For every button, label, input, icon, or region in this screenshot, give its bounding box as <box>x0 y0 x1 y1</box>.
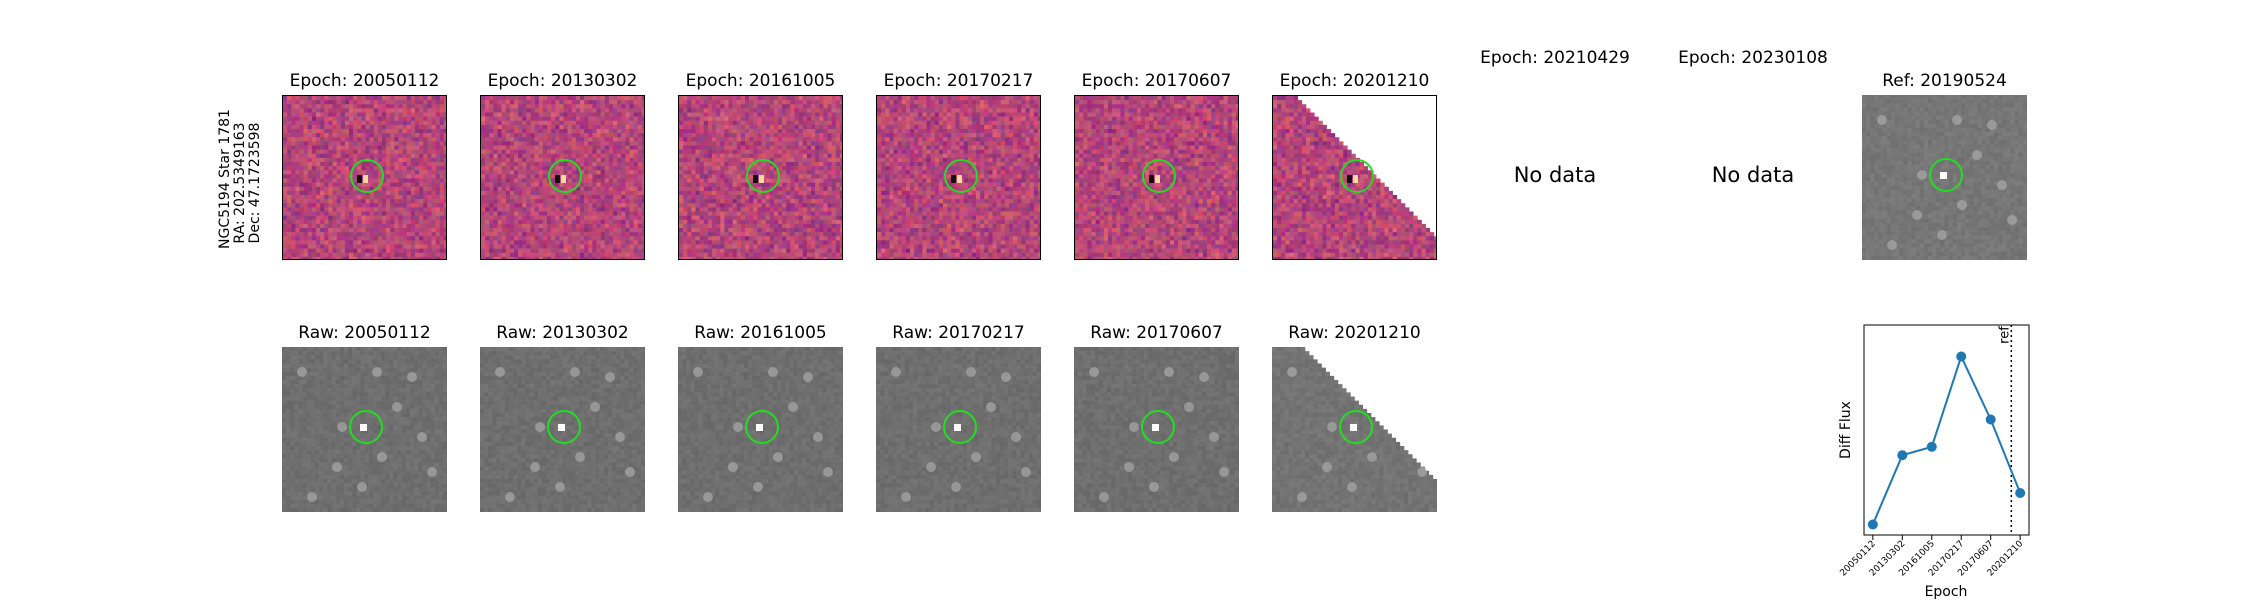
epoch-title-1: Epoch: 20130302 <box>480 71 645 91</box>
epoch-title-20210429: Epoch: 20210429 <box>1465 48 1645 68</box>
data-point-20170217 <box>1956 352 1966 362</box>
raw-image-4 <box>1074 347 1239 512</box>
data-point-20130302 <box>1897 450 1907 460</box>
difference-image-3 <box>876 95 1041 260</box>
diff-flux-series-line <box>1873 357 2020 525</box>
difference-image-5 <box>1272 95 1437 260</box>
epoch-title-20230108: Epoch: 20230108 <box>1663 48 1843 68</box>
epoch-title-5: Epoch: 20201210 <box>1272 71 1437 91</box>
difference-image-1 <box>480 95 645 260</box>
epoch-title-3: Epoch: 20170217 <box>876 71 1041 91</box>
raw-image-5 <box>1272 347 1437 512</box>
raw-title-1: Raw: 20130302 <box>480 323 645 343</box>
star-name: NGC5194 Star 1781 <box>218 117 233 249</box>
raw-image-0 <box>282 347 447 512</box>
raw-title-0: Raw: 20050112 <box>282 323 447 343</box>
no-data-label-20230108: No data <box>1663 163 1843 187</box>
data-point-20170607 <box>1986 415 1996 425</box>
raw-title-4: Raw: 20170607 <box>1074 323 1239 343</box>
difference-image-2 <box>678 95 843 260</box>
data-point-20161005 <box>1927 442 1937 452</box>
difference-image-0 <box>282 95 447 260</box>
epoch-title-4: Epoch: 20170607 <box>1074 71 1239 91</box>
star-dec: Dec: 47.1723598 <box>248 117 263 249</box>
reference-image <box>1862 95 2027 260</box>
no-data-label-20210429: No data <box>1465 163 1645 187</box>
raw-image-1 <box>480 347 645 512</box>
reference-epoch-label: ref <box>1997 326 2012 344</box>
epoch-title-2: Epoch: 20161005 <box>678 71 843 91</box>
raw-title-5: Raw: 20201210 <box>1272 323 1437 343</box>
star-info-label: NGC5194 Star 1781 RA: 202.5349163 Dec: 4… <box>218 117 278 249</box>
raw-image-2 <box>678 347 843 512</box>
plot-frame <box>1864 325 2029 535</box>
raw-title-3: Raw: 20170217 <box>876 323 1041 343</box>
light-curve-svg: Diff Flux Epoch 200501122013030220161005… <box>1820 315 2070 600</box>
data-point-20050112 <box>1868 520 1878 530</box>
x-axis-label: Epoch <box>1925 584 1968 600</box>
raw-image-3 <box>876 347 1041 512</box>
raw-title-2: Raw: 20161005 <box>678 323 843 343</box>
epoch-title-0: Epoch: 20050112 <box>282 71 447 91</box>
star-ra: RA: 202.5349163 <box>233 117 248 249</box>
difference-image-4 <box>1074 95 1239 260</box>
ref-title: Ref: 20190524 <box>1862 71 2027 91</box>
data-point-20201210 <box>2015 488 2025 498</box>
y-axis-label: Diff Flux <box>1838 401 1854 459</box>
